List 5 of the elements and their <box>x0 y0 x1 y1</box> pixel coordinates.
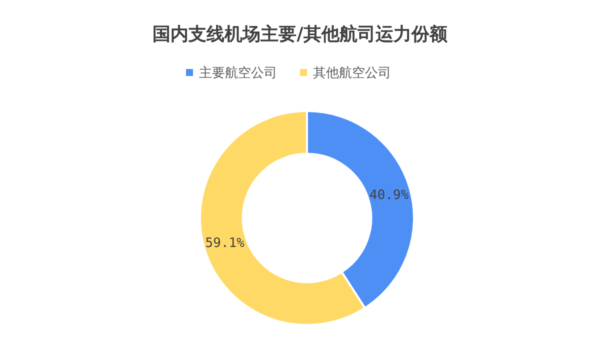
legend-label: 主要航空公司 <box>199 65 277 81</box>
data-label: 40.9% <box>370 188 409 203</box>
chart-title: 国内支线机场主要/其他航司运力份额 <box>152 24 448 45</box>
legend-label: 其他航空公司 <box>313 66 391 81</box>
data-label: 59.1% <box>205 236 245 252</box>
